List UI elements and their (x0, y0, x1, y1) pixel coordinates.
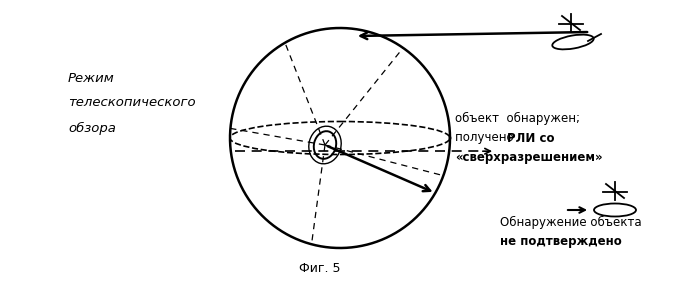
Text: Фиг. 5: Фиг. 5 (299, 261, 341, 275)
Text: Обнаружение объекта: Обнаружение объекта (500, 215, 641, 229)
Text: обзора: обзора (68, 121, 116, 134)
Text: «сверхразрешением»: «сверхразрешением» (455, 151, 602, 164)
Text: объект  обнаружен;: объект обнаружен; (455, 112, 580, 125)
Text: Режим: Режим (68, 72, 114, 85)
Text: не подтверждено: не подтверждено (500, 235, 622, 248)
Text: РЛИ со: РЛИ со (507, 132, 554, 145)
Text: получено: получено (455, 132, 517, 145)
Text: телескопического: телескопического (68, 97, 195, 110)
